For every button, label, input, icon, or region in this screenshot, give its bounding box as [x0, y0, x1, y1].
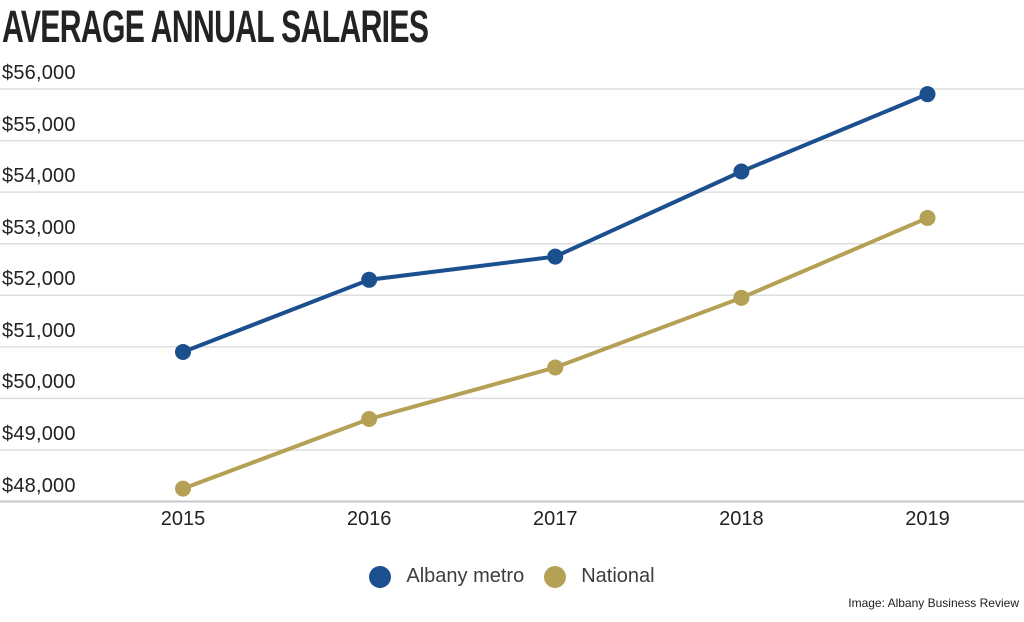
y-axis-label: $52,000 [2, 268, 76, 291]
legend-marker-national [544, 565, 567, 588]
y-axis-label: $54,000 [2, 165, 76, 188]
legend-marker-albany-metro [369, 565, 392, 588]
series-line-albany-metro [181, 92, 930, 354]
data-point-national [919, 209, 936, 226]
x-axis-label: 2015 [160, 508, 206, 530]
legend: Albany metro National [0, 565, 1024, 588]
y-axis-label: $49,000 [2, 422, 76, 445]
attribution: Image: Albany Business Review [848, 596, 1019, 610]
data-point-national [733, 289, 750, 306]
y-axis-label: $48,000 [2, 474, 76, 497]
x-axis-label: 2019 [905, 508, 950, 530]
legend-item-albany-metro: Albany metro [369, 565, 524, 588]
x-axis-label: 2018 [719, 508, 764, 530]
y-axis-label: $56,000 [2, 62, 76, 84]
data-point-national [547, 359, 564, 376]
legend-label-albany-metro: Albany metro [406, 565, 525, 587]
x-axis-label: 2017 [533, 508, 578, 530]
data-point-albany-metro [361, 271, 378, 288]
data-point-albany-metro [919, 86, 936, 103]
data-point-albany-metro [733, 163, 750, 180]
x-axis-label: 2016 [346, 508, 392, 530]
data-point-national [175, 480, 191, 497]
y-axis-label: $55,000 [2, 113, 76, 136]
y-axis-label: $51,000 [2, 319, 76, 342]
data-point-national [361, 411, 378, 427]
chart-title: AVERAGE ANNUAL SALARIES [2, 1, 429, 52]
data-point-albany-metro [175, 343, 191, 360]
y-axis-label: $50,000 [2, 371, 76, 394]
y-axis-label: $53,000 [2, 216, 76, 239]
legend-item-national: National [544, 565, 655, 588]
legend-label-national: National [581, 565, 655, 587]
data-point-albany-metro [547, 248, 564, 265]
